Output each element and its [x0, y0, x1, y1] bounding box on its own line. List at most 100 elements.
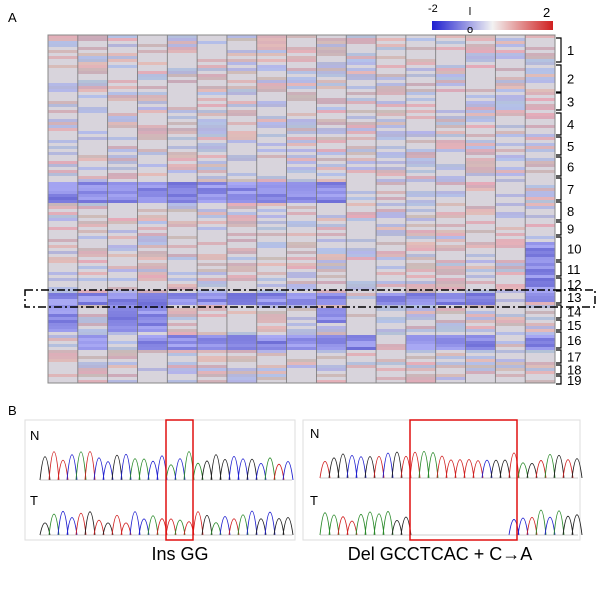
heatmap-cell: [167, 107, 198, 110]
heatmap-cell: [137, 50, 168, 53]
heatmap-cell: [286, 194, 317, 197]
peak: [562, 515, 574, 536]
heatmap-cell: [286, 167, 317, 170]
heatmap-cell: [316, 188, 347, 191]
heatmap-cell: [197, 77, 227, 80]
heatmap-cell: [346, 146, 377, 149]
heatmap-cell: [48, 212, 78, 215]
heatmap-cell: [435, 167, 466, 170]
heatmap-cell: [77, 290, 108, 293]
heatmap-cell: [107, 320, 138, 323]
heatmap-cell: [226, 332, 257, 335]
chromosome-label: 16: [567, 333, 581, 348]
heatmap-cell: [167, 284, 198, 287]
heatmap-cell: [465, 164, 496, 167]
heatmap-cell: [167, 188, 198, 191]
heatmap-cell: [77, 254, 108, 257]
heatmap-cell: [107, 161, 138, 164]
heatmap-cell: [286, 83, 317, 86]
heatmap-cell: [77, 95, 108, 98]
heatmap-cell: [167, 341, 198, 344]
heatmap-cell: [137, 245, 168, 248]
heatmap-cell: [465, 338, 496, 341]
heatmap-cell: [167, 191, 198, 194]
heatmap-cell: [465, 182, 496, 185]
heatmap-cell: [465, 362, 496, 365]
heatmap-cell: [435, 194, 466, 197]
heatmap-cell: [48, 251, 78, 254]
heatmap-cell: [256, 353, 287, 356]
heatmap-cell: [495, 350, 526, 353]
heatmap-cell: [316, 257, 347, 260]
heatmap-cell: [525, 311, 555, 314]
heatmap-cell: [197, 149, 227, 152]
heatmap-cell: [525, 290, 555, 293]
peak: [364, 456, 376, 479]
heatmap-cell: [465, 95, 496, 98]
heatmap-cell: [226, 131, 257, 134]
heatmap-cell: [405, 179, 436, 182]
heatmap-cell: [107, 293, 138, 296]
heatmap-cell: [435, 116, 466, 119]
heatmap-cell: [137, 329, 168, 332]
heatmap-cell: [495, 362, 526, 365]
heatmap-cell: [405, 350, 436, 353]
heatmap-cell: [495, 269, 526, 272]
heatmap-cell: [495, 155, 526, 158]
heatmap-cell: [465, 101, 496, 104]
heatmap-cell: [197, 242, 227, 245]
heatmap-cell: [256, 347, 287, 350]
heatmap-cell: [197, 350, 227, 353]
heatmap-cell: [226, 377, 257, 380]
heatmap-cell: [137, 290, 168, 293]
heatmap-cell: [107, 230, 138, 233]
peak: [391, 451, 403, 479]
heatmap-cell: [137, 296, 168, 299]
heatmap-cell: [316, 80, 347, 83]
heatmap-cell: [376, 242, 406, 245]
peak: [526, 463, 538, 479]
heatmap-cell: [48, 272, 78, 275]
heatmap-cell: [77, 260, 108, 263]
heatmap-cell: [525, 242, 555, 245]
heatmap-cell: [465, 341, 496, 344]
heatmap-cell: [376, 257, 406, 260]
heatmap-cell: [465, 356, 496, 359]
heatmap-cell: [465, 65, 496, 68]
heatmap-cell: [107, 308, 138, 311]
heatmap-cell: [256, 119, 287, 122]
heatmap-cell: [226, 53, 257, 56]
heatmap-cell: [286, 284, 317, 287]
heatmap-cell: [77, 314, 108, 317]
heatmap-cell: [495, 95, 526, 98]
heatmap-cell: [107, 188, 138, 191]
heatmap-cell: [107, 56, 138, 59]
heatmap-cell: [167, 38, 198, 41]
heatmap-cell: [48, 152, 78, 155]
heatmap-cell: [77, 137, 108, 140]
heatmap-cell: [435, 212, 466, 215]
heatmap-cell: [495, 77, 526, 80]
heatmap-cell: [346, 71, 377, 74]
heatmap-cell: [167, 80, 198, 83]
heatmap-cell: [376, 155, 406, 158]
heatmap-cell: [286, 323, 317, 326]
heatmap-cell: [167, 353, 198, 356]
heatmap-cell: [48, 110, 78, 113]
heatmap-cell: [435, 146, 466, 149]
heatmap-cell: [48, 65, 78, 68]
heatmap-cell: [346, 170, 377, 173]
heatmap-cell: [167, 311, 198, 314]
peak: [66, 517, 78, 536]
heatmap-cell: [167, 167, 198, 170]
heatmap-cell: [495, 368, 526, 371]
heatmap-cell: [226, 113, 257, 116]
peak: [535, 509, 547, 536]
heatmap-cell: [77, 356, 108, 359]
heatmap-border: [47, 34, 556, 384]
peak: [84, 511, 96, 536]
heatmap-cell: [256, 278, 287, 281]
heatmap-cell: [346, 110, 377, 113]
heatmap-cell: [495, 101, 526, 104]
heatmap-cell: [137, 218, 168, 221]
